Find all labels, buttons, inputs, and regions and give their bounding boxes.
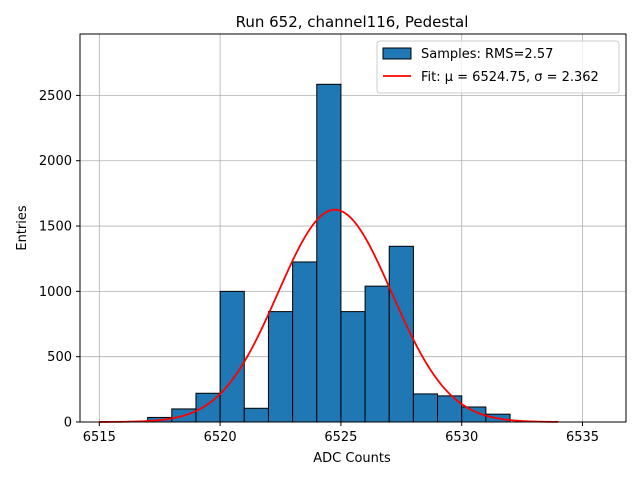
- histogram-bar: [267, 311, 294, 423]
- y-tick-label: 500: [47, 350, 72, 365]
- x-tick-label: 6520: [204, 430, 237, 445]
- histogram-bar: [364, 285, 390, 423]
- y-tick-label: 2500: [39, 89, 72, 104]
- plot-frame: [79, 33, 627, 423]
- x-tick-label: 6530: [445, 430, 478, 445]
- legend-label-fit: Fit: μ = 6524.75, σ = 2.362: [421, 70, 599, 85]
- histogram-bar: [437, 395, 463, 423]
- y-tick-label: 0: [64, 416, 72, 431]
- y-tick-label: 1500: [39, 220, 72, 235]
- legend-box: [376, 40, 620, 94]
- legend: Samples: RMS=2.57 Fit: μ = 6524.75, σ = …: [376, 40, 620, 94]
- legend-swatch-samples: [382, 47, 412, 60]
- histogram-bar: [219, 290, 245, 423]
- y-tick-label: 1000: [39, 285, 72, 300]
- x-axis-ticks: 6515 6520 6525 6530 6535: [83, 422, 599, 445]
- histogram-bar: [243, 407, 269, 423]
- y-axis-ticks: 0 500 1000 1500 2000 2500: [39, 89, 80, 431]
- legend-label-samples: Samples: RMS=2.57: [421, 47, 553, 62]
- histogram-bar: [340, 311, 366, 423]
- x-tick-label: 6535: [566, 430, 599, 445]
- y-axis-title: Entries: [15, 205, 30, 251]
- histogram-bar: [316, 83, 342, 423]
- x-axis-title: ADC Counts: [313, 451, 391, 466]
- histogram-bar: [292, 261, 318, 423]
- x-tick-label: 6525: [324, 430, 357, 445]
- fit-curve: [99, 208, 559, 423]
- x-tick-label: 6515: [83, 430, 116, 445]
- histogram-bar: [412, 393, 439, 423]
- y-tick-label: 2000: [39, 154, 72, 169]
- chart-title: Run 652, channel116, Pedestal: [236, 13, 469, 31]
